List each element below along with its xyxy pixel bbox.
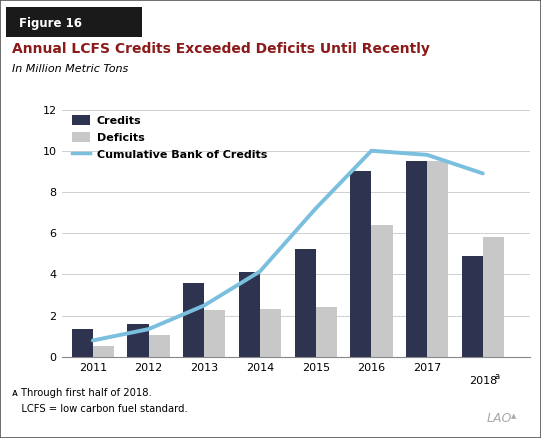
Bar (427, 161, 448, 357)
Bar (127, 324, 149, 357)
Bar (72, 329, 93, 357)
Bar (350, 171, 372, 357)
Text: a: a (494, 372, 499, 381)
Text: ᴀ Through first half of 2018.: ᴀ Through first half of 2018. (12, 388, 151, 398)
Bar (316, 307, 337, 357)
Bar (294, 249, 316, 357)
Bar (239, 272, 260, 357)
Bar (461, 256, 483, 357)
Bar (183, 283, 204, 357)
Text: LCFS = low carbon fuel standard.: LCFS = low carbon fuel standard. (12, 404, 188, 414)
Text: LAO: LAO (487, 412, 512, 425)
Text: 2018: 2018 (469, 376, 497, 386)
Bar (372, 225, 393, 357)
Text: Figure 16: Figure 16 (19, 17, 82, 30)
Text: Annual LCFS Credits Exceeded Deficits Until Recently: Annual LCFS Credits Exceeded Deficits Un… (12, 42, 430, 56)
Bar (93, 346, 114, 357)
Text: In Million Metric Tons: In Million Metric Tons (12, 64, 128, 74)
Bar (260, 308, 281, 357)
Bar (406, 161, 427, 357)
Bar (204, 310, 226, 357)
Legend: Credits, Deficits, Cumulative Bank of Credits: Credits, Deficits, Cumulative Bank of Cr… (72, 115, 267, 159)
Bar (483, 237, 504, 357)
Bar (149, 336, 170, 357)
Text: ▲: ▲ (511, 413, 517, 420)
